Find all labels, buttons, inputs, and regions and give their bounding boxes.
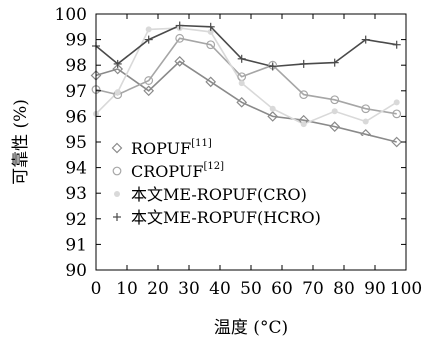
x-tick-label: 0 xyxy=(91,279,102,299)
series-3-point xyxy=(269,105,276,112)
axis-ticks-layer: 0 10 20 30 40 50 60 70 80 90 100909192939495969798… xyxy=(55,5,423,299)
x-tick-label: 10 xyxy=(116,279,138,299)
legend-background xyxy=(108,136,370,228)
series-1-point xyxy=(174,56,186,67)
series-3-point xyxy=(145,26,152,33)
series-1-point xyxy=(143,85,155,97)
series-2-point xyxy=(175,33,185,43)
x-tick-label: 20 xyxy=(147,279,169,299)
y-tick-label: 99 xyxy=(65,31,87,51)
series-3-point xyxy=(393,99,400,106)
series-lines-layer xyxy=(95,24,398,143)
series-1-point xyxy=(329,121,341,132)
x-tick-label: 30 xyxy=(178,279,200,299)
legend-entry-3: 本文ME-ROPUF(CRO) xyxy=(131,185,307,204)
y-tick-label: 93 xyxy=(65,184,87,204)
series-2-point xyxy=(361,104,371,114)
series-1-point xyxy=(112,63,124,75)
x-tick-label: 60 xyxy=(271,279,293,299)
y-axis-label: 可靠性 (%) xyxy=(11,99,31,185)
series-4-point xyxy=(144,35,153,44)
series-4-point xyxy=(206,22,215,31)
legend-entry-2: CROPUF[12] xyxy=(131,161,224,181)
series-line-2 xyxy=(95,37,397,115)
series-3-point xyxy=(331,108,338,115)
x-tick-label: 70 xyxy=(302,279,324,299)
y-tick-label: 98 xyxy=(65,56,87,76)
y-tick-label: 96 xyxy=(65,107,87,127)
series-2-point xyxy=(330,95,340,105)
legend-entry-4: 本文ME-ROPUF(HCRO) xyxy=(131,208,321,227)
series-4-point xyxy=(392,40,401,49)
series-line-4 xyxy=(95,24,397,68)
series-2-point xyxy=(299,90,309,100)
series-1-point xyxy=(267,111,279,122)
y-tick-label: 92 xyxy=(65,210,87,230)
x-axis-label: 温度 (°C) xyxy=(214,318,288,338)
series-4-point xyxy=(330,58,339,67)
legend-entry-1: ROPUF[11] xyxy=(131,138,212,158)
series-4-point xyxy=(175,21,184,30)
x-tick-label: 40 xyxy=(209,279,231,299)
x-tick-label: 100 xyxy=(390,279,422,299)
series-1-point xyxy=(205,76,217,88)
y-tick-label: 100 xyxy=(55,5,87,25)
series-4-point xyxy=(113,59,122,68)
y-tick-label: 90 xyxy=(65,261,87,281)
series-2-point xyxy=(206,40,216,50)
y-tick-label: 94 xyxy=(65,159,87,179)
series-3-point xyxy=(238,80,245,87)
legend-marker-4 xyxy=(113,213,121,221)
series-3-point xyxy=(207,28,214,35)
y-tick-label: 95 xyxy=(65,133,87,153)
series-4-point xyxy=(268,62,277,71)
legend: ROPUF[11] CROPUF[12] 本文ME-ROPUF(CRO) 本文ME-R… xyxy=(111,138,321,227)
legend-marker-1 xyxy=(111,142,123,154)
series-3-point xyxy=(114,89,121,96)
x-tick-label: 50 xyxy=(240,279,262,299)
series-4-point xyxy=(299,59,308,68)
legend-marker-3 xyxy=(114,191,120,197)
series-3-point xyxy=(300,121,307,128)
series-3-point xyxy=(362,118,369,125)
series-1-point xyxy=(391,136,403,148)
series-2-point xyxy=(144,76,154,85)
series-2-point xyxy=(392,109,402,119)
series-4-point xyxy=(361,35,370,44)
legend-marker-2 xyxy=(112,166,122,176)
series-line-1 xyxy=(95,60,397,143)
series-4-point xyxy=(237,54,246,63)
y-tick-label: 97 xyxy=(65,82,87,102)
x-tick-label: 80 xyxy=(333,279,355,299)
x-tick-label: 90 xyxy=(364,279,386,299)
series-1-point xyxy=(236,96,248,108)
y-tick-label: 91 xyxy=(65,235,87,255)
series-line-3 xyxy=(95,27,398,125)
